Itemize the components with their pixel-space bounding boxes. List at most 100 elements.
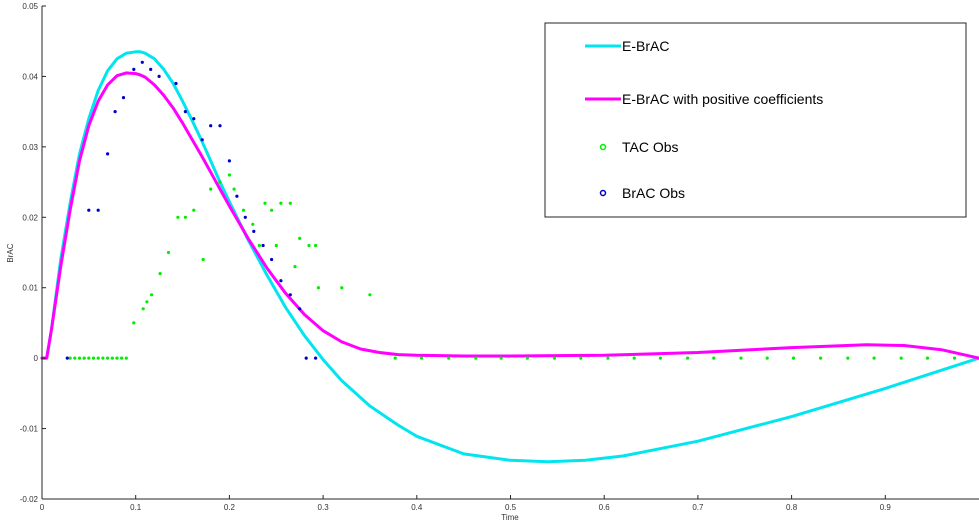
data-point-tac-obs — [166, 250, 171, 255]
legend-marker-brac-obs — [599, 189, 607, 197]
data-point-tac-obs — [606, 356, 610, 360]
data-point-tac-obs — [925, 356, 930, 360]
data-point-brac-obs — [96, 208, 100, 212]
data-point-brac-obs — [288, 293, 292, 297]
y-tick-label: 0.04 — [22, 72, 38, 81]
data-point-tac-obs — [274, 243, 278, 248]
x-tick-label: 0.4 — [411, 503, 423, 512]
data-point-tac-obs — [298, 236, 302, 240]
x-tick-label: 0.6 — [599, 503, 611, 512]
data-point-brac-obs — [113, 110, 117, 114]
data-point-brac-obs — [183, 110, 187, 114]
series-line-e-brac-with-positive-coefficients — [40, 71, 979, 360]
data-point-tac-obs — [288, 201, 292, 205]
x-tick-label: 0 — [40, 503, 45, 512]
data-point-brac-obs — [243, 215, 247, 219]
ticks-layer: 0 0.1 0.2 0.3 0.4 0.5 0.6 0.7 0.8 0.9 -0.02 -0.01 0 0… — [20, 2, 892, 512]
data-point-tac-obs — [872, 356, 876, 360]
data-point-tac-obs — [145, 300, 149, 304]
data-point-tac-obs — [340, 286, 344, 290]
data-point-brac-obs — [87, 208, 91, 212]
data-point-tac-obs — [846, 356, 850, 360]
data-point-tac-obs — [77, 356, 82, 360]
x-tick-label: 0.8 — [786, 503, 798, 512]
data-point-tac-obs — [686, 356, 690, 360]
data-point-tac-obs — [525, 356, 530, 360]
y-tick-label: 0.03 — [22, 143, 38, 152]
data-point-tac-obs — [712, 356, 716, 360]
y-tick-label: 0.01 — [22, 284, 38, 293]
x-axis-title: Time — [501, 513, 519, 522]
data-point-tac-obs — [218, 180, 222, 184]
data-point-tac-obs — [176, 215, 180, 219]
data-point-tac-obs — [765, 356, 769, 360]
data-point-brac-obs — [261, 243, 265, 248]
data-point-tac-obs — [474, 356, 478, 360]
data-point-tac-obs — [96, 356, 100, 360]
data-point-tac-obs — [68, 356, 72, 360]
data-point-tac-obs — [132, 321, 136, 325]
data-point-brac-obs — [149, 67, 153, 71]
data-point-tac-obs — [499, 356, 503, 360]
data-point-tac-obs — [658, 356, 663, 360]
data-point-tac-obs — [251, 222, 255, 226]
data-point-brac-obs — [192, 117, 196, 121]
data-point-brac-obs — [200, 138, 204, 142]
data-point-tac-obs — [209, 187, 213, 191]
data-point-tac-obs — [158, 272, 162, 276]
legend-items: E-BrAC E-BrAC with positive coefficients T… — [585, 38, 823, 201]
legend-label-brac-obs: BrAC Obs — [622, 185, 685, 201]
x-tick-label: 0.1 — [130, 503, 142, 512]
y-tick-label: 0.02 — [22, 213, 38, 222]
data-point-tac-obs — [447, 356, 451, 360]
data-point-tac-obs — [739, 356, 743, 360]
data-point-tac-obs — [552, 356, 557, 360]
data-point-brac-obs — [227, 159, 231, 163]
x-tick-label: 0.5 — [505, 503, 517, 512]
legend-box — [544, 22, 967, 218]
data-point-tac-obs — [110, 356, 114, 360]
data-point-tac-obs — [192, 208, 196, 212]
data-point-tac-obs — [270, 208, 274, 212]
data-point-brac-obs — [209, 124, 213, 128]
data-point-tac-obs — [120, 356, 124, 360]
data-point-brac-obs — [157, 74, 161, 78]
data-point-tac-obs — [953, 356, 957, 360]
y-tick-label: -0.02 — [20, 495, 39, 504]
data-point-tac-obs — [314, 243, 318, 248]
data-point-brac-obs — [218, 124, 222, 128]
data-point-tac-obs — [101, 356, 105, 360]
y-axis-title: BrAC — [6, 243, 15, 262]
data-point-tac-obs — [150, 293, 154, 297]
data-point-tac-obs — [257, 243, 261, 248]
y-tick-label: -0.01 — [20, 425, 39, 434]
legend: E-BrAC E-BrAC with positive coefficients T… — [544, 22, 967, 218]
x-tick-label: 0.7 — [692, 503, 704, 512]
data-point-tac-obs — [819, 356, 823, 360]
data-point-brac-obs — [270, 257, 274, 262]
data-point-tac-obs — [393, 356, 397, 360]
data-point-tac-obs — [419, 356, 424, 360]
data-point-tac-obs — [183, 215, 187, 219]
data-point-tac-obs — [232, 187, 236, 191]
data-point-tac-obs — [115, 356, 119, 360]
data-point-brac-obs — [304, 356, 308, 360]
x-tick-label: 0.9 — [880, 503, 892, 512]
data-point-brac-obs — [140, 60, 144, 64]
series-line-e-brac — [40, 50, 979, 464]
x-tick-label: 0.3 — [318, 503, 330, 512]
data-point-tac-obs — [227, 173, 231, 177]
y-tick-label: 0 — [34, 354, 39, 363]
data-point-brac-obs — [314, 356, 318, 360]
data-point-tac-obs — [73, 356, 77, 360]
data-point-tac-obs — [241, 208, 246, 212]
data-point-tac-obs — [791, 356, 796, 360]
data-point-tac-obs — [82, 356, 86, 360]
data-point-tac-obs — [263, 201, 267, 205]
data-point-tac-obs — [279, 201, 283, 205]
y-tick-label: 0.05 — [22, 2, 38, 11]
data-point-tac-obs — [316, 286, 320, 290]
data-point-brac-obs — [132, 67, 136, 71]
data-point-brac-obs — [65, 356, 69, 360]
data-point-tac-obs — [579, 356, 583, 360]
